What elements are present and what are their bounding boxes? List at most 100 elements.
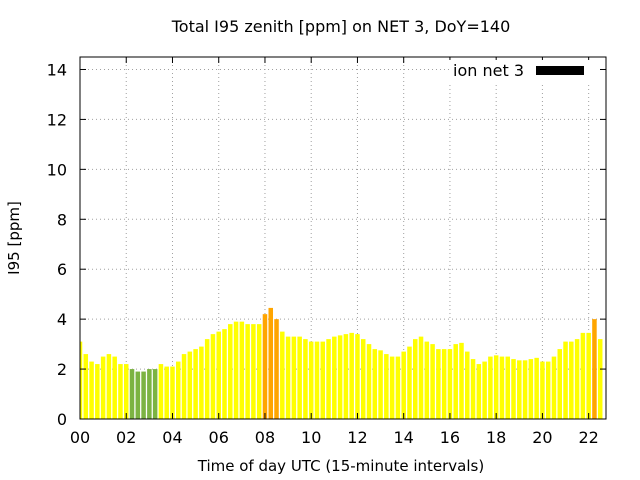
y-tick-labels: 0 2 4 6 8 10 12 14 [47,60,67,429]
y-tick-label: 12 [47,110,67,129]
bar [233,321,239,419]
grid-lines [80,57,606,419]
bar [441,349,447,419]
bar [251,324,256,419]
bar [222,329,227,419]
bar [586,332,591,419]
y-axis-label: I95 [ppm] [5,201,23,275]
bar [528,359,534,419]
bar [135,371,141,419]
bar [239,321,245,419]
bar [332,336,337,419]
bar [459,342,464,419]
bar [89,361,94,419]
bar [401,351,406,419]
bar [297,336,302,419]
bar [176,361,181,419]
x-tick-label: 20 [532,428,552,447]
bar [482,361,487,419]
bar [505,356,510,419]
bar [280,331,285,419]
bar [256,324,262,419]
x-tick-label: 12 [347,428,367,447]
bar [470,359,476,419]
bar [187,351,193,419]
bar [499,356,505,419]
bar [80,341,83,419]
bar [141,371,146,419]
x-tick-label: 02 [116,428,136,447]
bar [557,349,563,419]
x-tick-label: 10 [301,428,321,447]
x-tick-label: 18 [486,428,506,447]
x-axis-label: Time of day UTC (15-minute intervals) [197,457,484,475]
bar [285,336,291,419]
bar [158,364,164,419]
bar [123,364,129,419]
bar [228,324,233,419]
bar [580,332,586,419]
y-tick-label: 0 [57,410,67,429]
bar [592,319,597,419]
bar [378,350,383,419]
bar [193,349,198,419]
y-tick-label: 2 [57,360,67,379]
bar [511,359,516,419]
bar [152,369,158,419]
legend-label: ion net 3 [453,61,524,80]
y-tick-label: 10 [47,160,67,179]
legend-swatch [536,66,584,75]
bar [199,346,204,419]
bar [551,356,557,419]
bar [360,339,366,419]
x-tick-label: 14 [394,428,414,447]
chart-title: Total I95 zenith [ppm] on NET 3, DoY=140 [171,17,511,36]
bar [326,339,331,419]
bar [320,341,326,419]
bar [534,357,539,419]
bar [424,341,430,419]
bar [540,361,545,419]
bar [389,356,395,419]
bar [355,334,360,419]
bar [488,356,493,419]
y-tick-label: 6 [57,260,67,279]
bar [493,355,499,419]
x-tick-label: 06 [209,428,229,447]
x-tick-label: 08 [255,428,275,447]
legend-background [449,60,599,82]
bar [395,356,401,419]
bar-series [80,307,603,419]
bar [569,341,574,419]
y-tick-label: 14 [47,60,67,79]
bar [216,331,221,419]
bar [204,339,210,419]
bar [291,336,297,419]
bar [181,354,187,419]
y-tick-label: 8 [57,210,67,229]
bar [418,336,424,419]
bar [112,356,117,419]
bar [245,324,250,419]
bar [372,349,378,419]
bar [517,360,522,419]
bar [465,351,470,419]
bar [106,354,112,419]
legend: ion net 3 [449,60,599,82]
x-tick-label: 16 [440,428,460,447]
bar [95,364,100,419]
plot-frame [79,56,607,420]
bar [522,360,528,419]
bar [83,354,89,419]
bar [118,364,123,419]
x-tick-labels: 00 02 04 06 08 10 12 14 16 18 20 22 [70,428,599,447]
bar [308,341,314,419]
bar [268,307,274,419]
bar [147,369,152,419]
bar [430,344,435,419]
x-tick-label: 00 [70,428,90,447]
bar [563,341,568,419]
bar [274,319,279,419]
bar [574,339,580,419]
